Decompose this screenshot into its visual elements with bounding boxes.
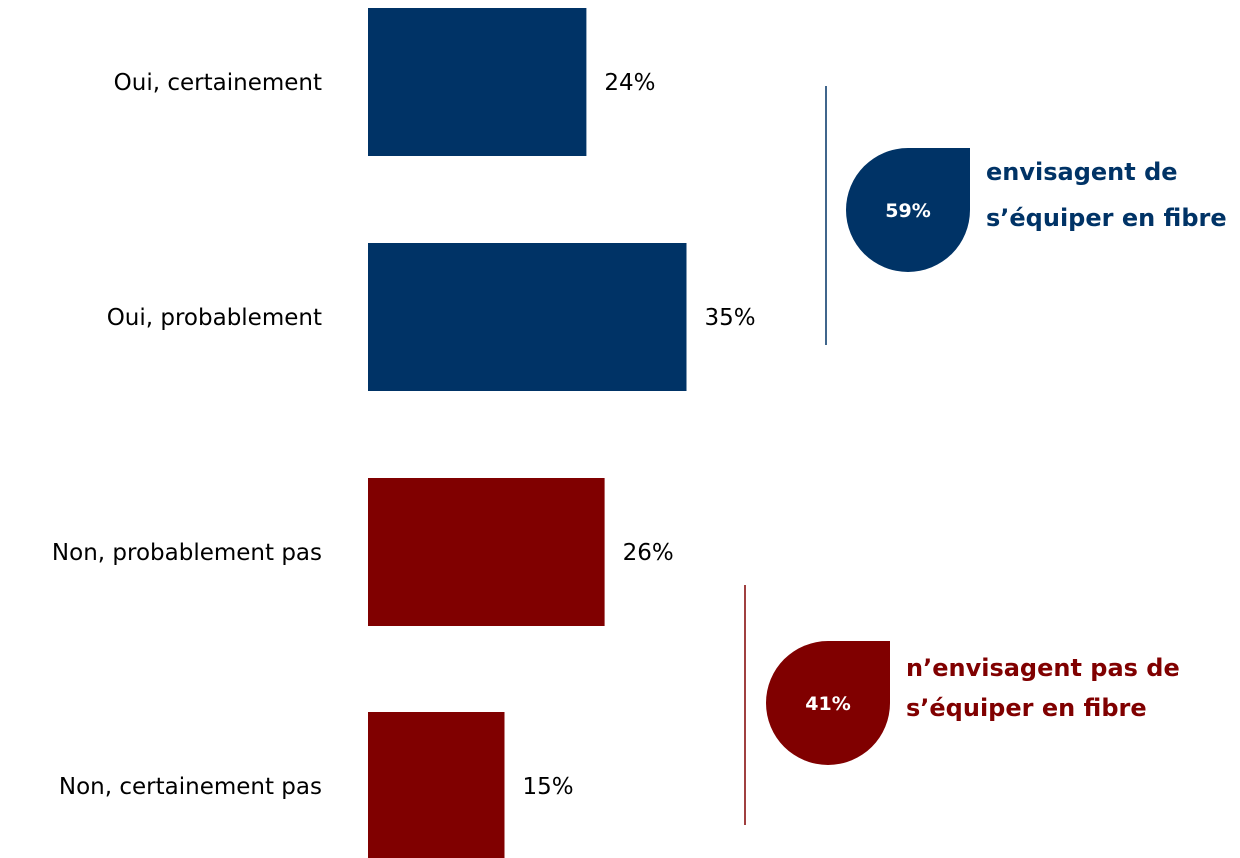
value-label: 35%: [705, 305, 756, 331]
group-total-value: 59%: [885, 200, 930, 222]
value-label: 15%: [523, 774, 574, 800]
group-total-badge: [766, 641, 890, 765]
bar: [368, 8, 587, 156]
group-annotation-line-2: s’équiper en fibre: [986, 204, 1227, 232]
value-label: 24%: [604, 70, 655, 96]
bar: [368, 243, 687, 391]
category-label: Non, probablement pas: [52, 540, 322, 566]
value-label: 26%: [623, 540, 674, 566]
category-label: Non, certainement pas: [59, 774, 322, 800]
group-total-value: 41%: [805, 693, 850, 715]
category-label: Oui, probablement: [107, 305, 322, 331]
group-total-badge: [846, 148, 970, 272]
bar: [368, 478, 605, 626]
group-annotation-line-1: envisagent de: [986, 158, 1178, 186]
group-annotation-line-2: s’équiper en fibre: [906, 694, 1147, 722]
bar: [368, 712, 505, 858]
category-label: Oui, certainement: [114, 70, 322, 96]
group-annotation-line-1: n’envisagent pas de: [906, 654, 1180, 682]
